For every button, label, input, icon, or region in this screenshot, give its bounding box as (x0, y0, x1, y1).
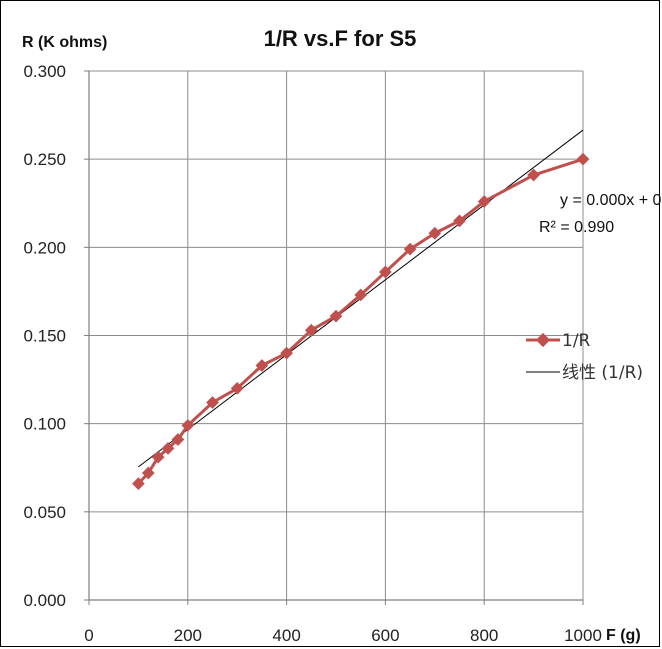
y-tick-label: 0.050 (23, 503, 66, 522)
legend-marker-1-r (535, 332, 551, 348)
x-axis-label: F (g) (606, 627, 641, 644)
y-tick-label: 0.200 (23, 238, 66, 257)
x-tick-label: 0 (84, 626, 93, 645)
x-tick-label: 800 (470, 626, 498, 645)
data-point (206, 396, 219, 409)
data-point (329, 309, 343, 323)
data-point (354, 288, 368, 302)
tick-labels: 0.000 0.050 0.100 0.150 0.200 0.250 0.300 0 200 4… (23, 62, 601, 645)
x-tick-label: 400 (272, 626, 300, 645)
x-tick-label: 600 (371, 626, 399, 645)
data-point (477, 195, 491, 208)
chart-title: 1/R vs.F for S5 (264, 26, 417, 51)
x-tick-label: 200 (174, 626, 202, 645)
data-point (181, 419, 195, 432)
data-point (141, 466, 155, 480)
trendline-r-squared: R² = 0.990 (539, 219, 614, 236)
data-point (171, 433, 185, 446)
data-point (151, 450, 165, 464)
y-tick-label: 0.000 (23, 591, 66, 610)
data-point (230, 382, 244, 395)
legend-label-trendline: 线性 (1/R) (562, 363, 643, 383)
data-point (576, 152, 590, 166)
legend-label-1-r: 1/R (562, 331, 591, 351)
y-tick-label: 0.250 (23, 150, 66, 169)
y-tick-label: 0.150 (23, 327, 66, 346)
data-point (428, 226, 442, 240)
data-point (255, 359, 269, 372)
data-point (132, 477, 145, 490)
data-point (453, 214, 466, 228)
grid (84, 70, 584, 605)
y-axis-label: R (K ohms) (22, 34, 107, 51)
y-tick-label: 0.100 (23, 415, 66, 434)
series-line-1-r (137, 157, 584, 485)
legend: 1/R 线性 (1/R) (526, 331, 643, 383)
data-point (280, 346, 293, 360)
data-point (304, 323, 318, 337)
y-tick-label: 0.300 (23, 62, 66, 81)
x-tick-label: 1000 (564, 626, 602, 645)
data-point (161, 441, 175, 455)
data-point (403, 242, 417, 256)
trendline-equation: y = 0.000x + 0.054 (560, 192, 662, 209)
series-1-r (132, 152, 590, 490)
data-point (379, 265, 392, 279)
